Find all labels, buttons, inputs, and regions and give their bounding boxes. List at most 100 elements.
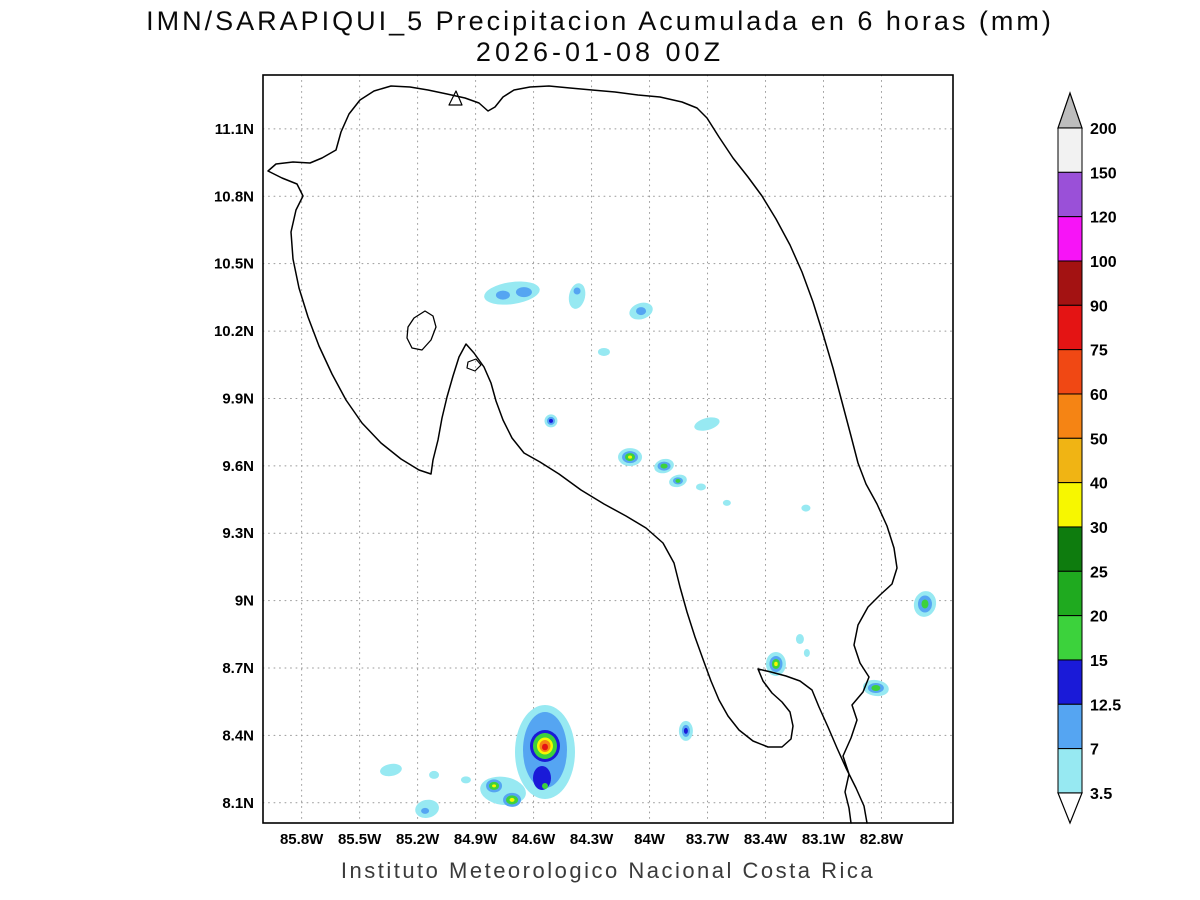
- y-axis-tick-label: 8.7N: [222, 660, 254, 677]
- precip-contour: [541, 782, 548, 789]
- x-axis-tick-label: 83.7W: [686, 831, 730, 848]
- precip-contour: [541, 743, 548, 751]
- colorbar-bottom-arrow: [1057, 792, 1083, 825]
- precip-contour: [801, 504, 811, 512]
- colorbar-tick-label: 90: [1090, 298, 1108, 315]
- colorbar-segment: [1057, 260, 1083, 306]
- colorbar-segment: [1057, 748, 1083, 794]
- precip-contour: [675, 478, 681, 483]
- y-axis-tick-label: 9.3N: [222, 525, 254, 542]
- precip-contour: [803, 648, 810, 657]
- y-axis-tick-label: 9.6N: [222, 458, 254, 475]
- colorbar-tick-label: 50: [1090, 431, 1108, 448]
- x-axis-tick-label: 82.8W: [860, 831, 904, 848]
- colorbar-segment: [1057, 437, 1083, 484]
- colorbar: 200 150 120 100 90 75 60 50 40 30 25 20 15 12.5 7 3.5: [1057, 91, 1121, 825]
- colorbar-tick-label: 100: [1090, 254, 1117, 271]
- colorbar-segment: [1057, 393, 1083, 439]
- precip-contour: [492, 784, 497, 788]
- colorbar-tick-label: 25: [1090, 564, 1108, 581]
- precip-contour: [660, 463, 668, 469]
- precip-contour: [774, 661, 778, 667]
- colorbar-tick-label: 75: [1090, 343, 1108, 360]
- precip-contour: [597, 347, 610, 356]
- precip-contour: [460, 776, 471, 784]
- y-axis-labels: 11.1N 10.8N 10.5N 10.2N 9.9N 9.6N 9.3N 9N 8.7N 8.…: [214, 121, 254, 812]
- colorbar-tick-label: 120: [1090, 210, 1117, 227]
- precip-contour: [795, 634, 804, 645]
- colorbar-tick-label: 200: [1090, 121, 1117, 138]
- precip-contour: [636, 307, 647, 316]
- colorbar-segment: [1057, 482, 1083, 528]
- y-axis-tick-label: 9N: [235, 593, 254, 610]
- lake-outline: [406, 310, 437, 351]
- colorbar-tick-label: 3.5: [1090, 786, 1112, 803]
- precip-contour: [532, 765, 551, 790]
- y-axis-tick-label: 8.1N: [222, 795, 254, 812]
- x-axis-tick-label: 84W: [634, 831, 666, 848]
- colorbar-segment: [1057, 703, 1083, 750]
- x-axis-tick-label: 84.6W: [512, 831, 556, 848]
- precip-contour: [568, 283, 586, 309]
- precip-contour: [921, 599, 929, 609]
- precip-contour: [628, 455, 633, 459]
- precip-contour: [683, 727, 688, 734]
- coastline-layer: [267, 85, 898, 824]
- precip-contour: [509, 797, 515, 802]
- colorbar-segment: [1057, 216, 1083, 262]
- precip-contour: [871, 685, 881, 692]
- precip-contour: [429, 770, 440, 779]
- chart-title: IMN/SARAPIQUI_5 Precipitacion Acumulada …: [146, 6, 1054, 36]
- x-axis-tick-label: 85.2W: [396, 831, 440, 848]
- precip-contour: [694, 417, 720, 431]
- precip-contour: [484, 281, 540, 305]
- precip-contour: [480, 776, 526, 806]
- precip-contour: [421, 807, 430, 814]
- colorbar-tick-label: 60: [1090, 387, 1108, 404]
- precip-contour: [515, 287, 532, 298]
- colorbar-tick-label: 7: [1090, 742, 1099, 759]
- colorbar-segment: [1057, 171, 1083, 218]
- x-axis-tick-label: 83.1W: [802, 831, 846, 848]
- x-axis-labels: 85.8W 85.5W 85.2W 84.9W 84.6W 84.3W 84W 83.7W 83…: [280, 831, 904, 848]
- precip-contour: [495, 290, 510, 300]
- colorbar-segment: [1057, 570, 1083, 617]
- precip-contour: [548, 418, 553, 423]
- y-axis-tick-label: 8.4N: [222, 727, 254, 744]
- colorbar-segment: [1057, 615, 1083, 661]
- x-axis-tick-label: 85.8W: [280, 831, 324, 848]
- colorbar-tick-label: 150: [1090, 165, 1117, 182]
- precip-contour: [722, 499, 731, 506]
- grid-lines: [262, 74, 954, 824]
- chart-date-subtitle: 2026-01-08 00Z: [475, 37, 725, 67]
- plot-border: [262, 74, 954, 824]
- x-axis-tick-label: 84.9W: [454, 831, 498, 848]
- colorbar-top-arrow: [1057, 91, 1083, 129]
- x-axis-tick-label: 83.4W: [744, 831, 788, 848]
- x-axis-tick-label: 85.5W: [338, 831, 382, 848]
- precip-contour: [695, 483, 706, 491]
- y-axis-tick-label: 10.5N: [214, 256, 254, 273]
- colorbar-segment: [1057, 127, 1083, 173]
- precip-contour: [573, 287, 581, 295]
- colorbar-tick-label: 30: [1090, 520, 1108, 537]
- colorbar-segment: [1057, 304, 1083, 351]
- costa-rica-outline: [267, 85, 898, 824]
- colorbar-tick-label: 12.5: [1090, 697, 1121, 714]
- x-axis-tick-label: 84.3W: [570, 831, 614, 848]
- precip-contour: [380, 763, 402, 777]
- y-axis-tick-label: 10.2N: [214, 323, 254, 340]
- colorbar-segment: [1057, 526, 1083, 572]
- colorbar-tick-label: 40: [1090, 476, 1108, 493]
- y-axis-tick-label: 11.1N: [215, 121, 254, 138]
- y-axis-tick-label: 10.8N: [214, 188, 254, 205]
- islet-triangle: [448, 90, 463, 106]
- colorbar-segment: [1057, 659, 1083, 705]
- colorbar-tick-label: 15: [1090, 653, 1108, 670]
- colorbar-segment: [1057, 349, 1083, 395]
- caption-text: Instituto Meteorologico Nacional Costa R…: [340, 858, 876, 883]
- precipitation-shading: [380, 281, 937, 818]
- y-axis-tick-label: 9.9N: [222, 390, 254, 407]
